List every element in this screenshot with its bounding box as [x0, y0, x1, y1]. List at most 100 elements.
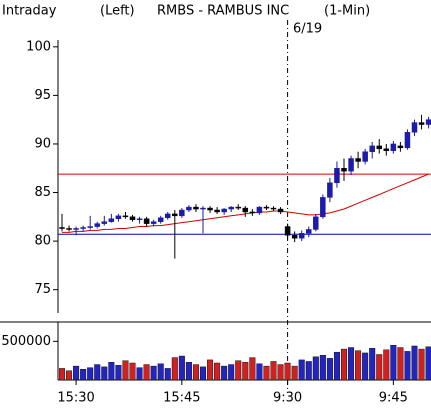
volume-bar [59, 368, 66, 381]
volume-bar [221, 365, 228, 381]
candle-body [425, 119, 431, 125]
candle-body [66, 228, 72, 230]
volume-bar [305, 361, 312, 381]
volume-bar [425, 346, 431, 381]
volume-bar [298, 359, 305, 381]
volume-bar [249, 357, 256, 381]
volume-bar [115, 365, 122, 381]
volume-tick-label: 500000 [1, 334, 51, 349]
candle-body [214, 209, 220, 213]
candle-body [348, 158, 354, 172]
candle-body [94, 223, 100, 227]
candle-body [306, 229, 312, 234]
candle-body [369, 145, 375, 152]
candle-body [179, 209, 185, 217]
volume-bar [348, 347, 355, 381]
x-tick-label: 15:45 [163, 391, 200, 406]
volume-bar [192, 364, 199, 381]
x-tick-label: 9:45 [379, 391, 408, 406]
x-tick-label: 9:30 [273, 391, 302, 406]
volume-bar [312, 356, 319, 381]
moving-average [62, 173, 429, 233]
candle-body [291, 235, 298, 239]
volume-bar [284, 362, 291, 381]
volume-bar [80, 368, 87, 381]
candle-body [418, 122, 425, 125]
candle-body [228, 206, 234, 210]
volume-bar [94, 364, 101, 381]
candle-body [235, 206, 241, 209]
candle-body [143, 218, 150, 224]
y-tick-label: 85 [34, 185, 51, 200]
candle-body [73, 228, 79, 230]
candle-body [136, 218, 143, 221]
candle-body [383, 148, 390, 152]
volume-bar [355, 350, 362, 381]
volume-bar [199, 366, 206, 381]
volume-bar [390, 345, 397, 381]
volume-bar [207, 359, 214, 381]
volume-bar [66, 370, 73, 381]
title-part: RMBS - RAMBUS INC [157, 4, 289, 19]
candle-body [256, 206, 263, 214]
volume-bar [136, 367, 143, 381]
volume-bar [228, 364, 235, 381]
volume-bar [376, 354, 383, 381]
volume-bar [164, 368, 171, 381]
candle-body [341, 167, 347, 172]
candle-body [122, 215, 129, 218]
volume-bar [214, 362, 221, 381]
candle-body [390, 143, 397, 152]
candle-body [362, 151, 368, 162]
volume-bar [185, 362, 192, 381]
volume-bar [397, 347, 404, 381]
candle-body [87, 226, 93, 228]
candle-body [186, 206, 192, 211]
volume-bar [242, 362, 249, 381]
candle-body [108, 218, 115, 222]
y-tick-label: 80 [34, 234, 51, 249]
date-label: 6/19 [293, 22, 322, 37]
volume-bar [319, 355, 326, 381]
volume-bar [129, 362, 136, 381]
volume-bar [418, 348, 425, 381]
candle-body [165, 213, 171, 219]
volume-bar [101, 366, 108, 381]
volume-bar [411, 345, 418, 381]
volume-bar [143, 364, 150, 381]
y-tick-label: 90 [34, 136, 51, 151]
candle-body [59, 227, 65, 229]
volume-bar [157, 363, 164, 381]
candle-body [376, 145, 382, 150]
x-tick-label: 15:30 [57, 391, 94, 406]
candle-body [115, 215, 122, 220]
candle-body [242, 207, 249, 213]
volume-bar [270, 361, 277, 381]
y-tick-label: 75 [34, 282, 51, 297]
candle-body [129, 216, 136, 220]
title-part: (1-Min) [324, 4, 370, 19]
volume-bar [73, 365, 80, 381]
volume-bar [277, 364, 284, 381]
candle-body [207, 207, 213, 211]
volume-bar [383, 349, 390, 381]
volume-bar [108, 362, 115, 381]
candle-body [80, 227, 86, 229]
candle-body [157, 217, 164, 222]
candle-body [200, 207, 206, 210]
y-tick-label: 95 [34, 88, 51, 103]
candle-body [277, 208, 284, 213]
candle-body [334, 167, 340, 184]
candle-body [404, 132, 411, 149]
volume-bar [404, 351, 411, 381]
volume-bar [291, 365, 298, 381]
candle-body [313, 216, 319, 230]
candle-body [355, 158, 361, 162]
candle-body [193, 206, 199, 210]
candle-body [320, 197, 326, 218]
volume-bar [369, 348, 376, 381]
volume-bar [87, 367, 94, 381]
volume-bar [171, 357, 178, 381]
volume-bar [326, 358, 333, 381]
